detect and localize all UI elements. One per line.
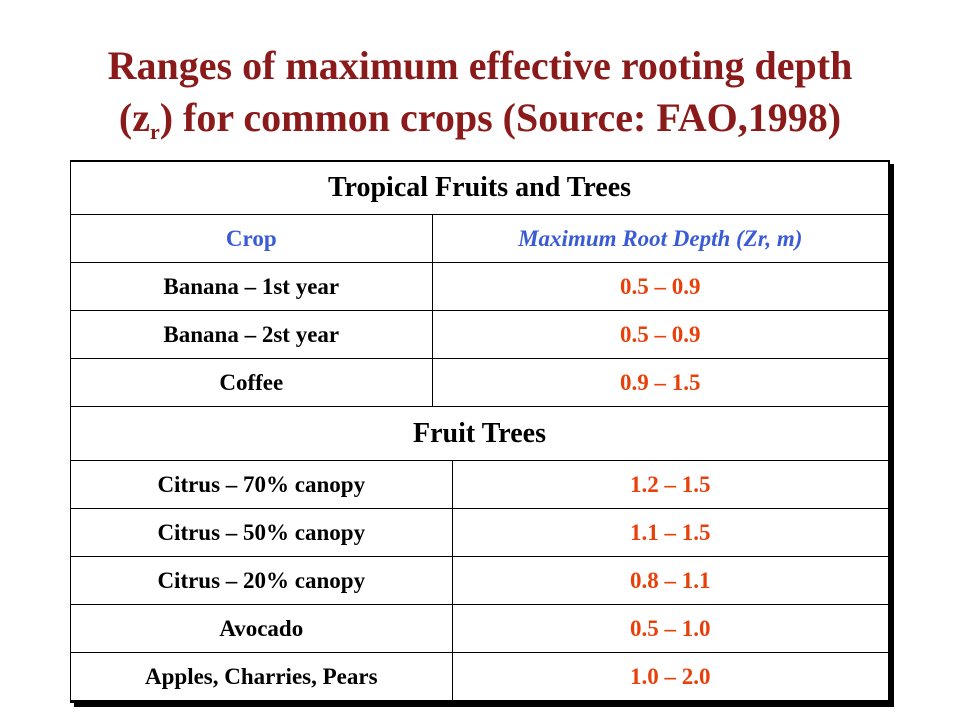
table-header-row: Crop Maximum Root Depth (Zr, m)	[70, 214, 888, 262]
depth-cell: 0.5 – 1.0	[630, 615, 711, 641]
depth-cell: 1.0 – 2.0	[630, 663, 711, 689]
rooting-depth-table: Tropical Fruits and Trees Crop Maximum R…	[70, 160, 890, 703]
section-row-fruit-trees: Fruit Trees	[70, 406, 888, 460]
title-line-2-post: ) for common crops (Source: FAO,1998)	[159, 95, 842, 140]
title-line-2: (zr) for common crops (Source: FAO,1998)	[0, 92, 960, 144]
section-row-tropical: Tropical Fruits and Trees	[70, 160, 888, 214]
depth-cell: 1.1 – 1.5	[630, 519, 711, 545]
crop-cell: Apples, Charries, Pears	[71, 653, 453, 700]
slide-title: Ranges of maximum effective rooting dept…	[0, 40, 960, 144]
table-row: Citrus – 70% canopy 1.2 – 1.5	[70, 460, 888, 508]
table-row: Banana – 2st year 0.5 – 0.9	[70, 310, 888, 358]
table-row: Coffee 0.9 – 1.5	[70, 358, 888, 406]
depth-cell: 0.5 – 0.9	[620, 321, 701, 347]
crop-cell: Banana – 1st year	[71, 263, 433, 310]
section-title-tropical: Tropical Fruits and Trees	[327, 172, 632, 203]
crop-cell: Coffee	[71, 359, 433, 406]
table-row: Citrus – 50% canopy 1.1 – 1.5	[70, 508, 888, 556]
table-row: Avocado 0.5 – 1.0	[70, 604, 888, 652]
depth-cell: 1.2 – 1.5	[630, 471, 711, 497]
table-row: Citrus – 20% canopy 0.8 – 1.1	[70, 556, 888, 604]
table-row: Banana – 1st year 0.5 – 0.9	[70, 262, 888, 310]
section-title-fruit-trees: Fruit Trees	[413, 417, 546, 449]
crop-cell: Avocado	[71, 605, 453, 652]
title-line-1: Ranges of maximum effective rooting dept…	[107, 43, 853, 88]
table-row: Apples, Charries, Pears 1.0 – 2.0	[70, 652, 888, 700]
column-header-depth: Maximum Root Depth (Zr, m)	[518, 225, 803, 251]
crop-cell: Citrus – 20% canopy	[71, 557, 453, 604]
depth-cell: 0.8 – 1.1	[630, 567, 711, 593]
depth-cell: 0.5 – 0.9	[620, 273, 701, 299]
crop-cell: Citrus – 70% canopy	[71, 461, 453, 508]
crop-cell: Citrus – 50% canopy	[71, 509, 453, 556]
crop-cell: Banana – 2st year	[71, 311, 433, 358]
title-line-2-pre: (z	[118, 95, 150, 140]
title-subscript: r	[149, 119, 160, 144]
depth-cell: 0.9 – 1.5	[620, 369, 701, 395]
column-header-crop: Crop	[71, 215, 433, 262]
